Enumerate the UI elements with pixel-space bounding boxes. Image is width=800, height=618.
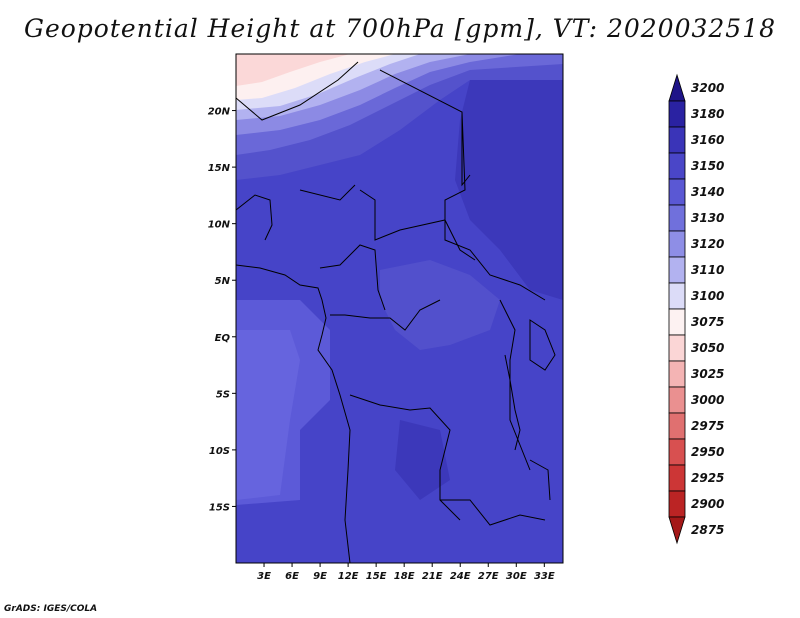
- lat-tick-label: 15S: [209, 502, 230, 513]
- legend-swatch: [668, 334, 686, 362]
- lat-tick-label: 15N: [208, 163, 231, 174]
- lon-tick-label: 3E: [257, 571, 271, 582]
- legend-label: 3130: [691, 211, 724, 225]
- niger-border: [299, 184, 356, 201]
- lake-tanganyika: [504, 354, 521, 451]
- lon-tick-label: 12E: [338, 571, 359, 582]
- legend-swatch: [668, 152, 686, 180]
- legend-swatch: [668, 73, 686, 102]
- west-africa-border: [236, 194, 273, 241]
- lon-tick-label: 15E: [366, 571, 387, 582]
- lon-tick-label: 6E: [285, 571, 299, 582]
- contour-3160-east: [455, 80, 563, 300]
- legend-label: 3200: [691, 81, 724, 95]
- legend-swatch: [668, 178, 686, 206]
- equatorial-border: [330, 299, 441, 331]
- lon-tick-label: 18E: [394, 571, 415, 582]
- lon-tick-label: 27E: [478, 571, 499, 582]
- legend-swatch: [668, 282, 686, 310]
- longitude-axis: 3E 6E 9E 12E 15E 18E 21E 24E 27E 30E 33E: [257, 563, 555, 582]
- legend-label: 3100: [691, 289, 724, 303]
- lat-tick-label: 20N: [208, 107, 231, 118]
- color-legend: 3200 3180 3160 3150 3140 3130 3120 3110 3100 3075…: [668, 73, 724, 545]
- grads-credit: GrADS: IGES/COLA: [4, 604, 98, 614]
- cameroon-border: [319, 244, 386, 311]
- legend-swatch: [668, 126, 686, 154]
- contour-3130-ocean: [236, 330, 300, 500]
- latitude-axis: 20N 15N 10N 5N EQ 5S 10S 15S: [208, 107, 236, 513]
- legend-swatch: [668, 204, 686, 232]
- lon-tick-label: 24E: [450, 571, 471, 582]
- contour-3050-north: [236, 54, 350, 86]
- legend-swatch: [668, 360, 686, 388]
- coastlines-and-borders: [236, 61, 556, 563]
- contour-3160-south: [395, 420, 450, 500]
- map-frame: [235, 53, 564, 564]
- west-coastline: [236, 264, 351, 563]
- lake-victoria: [529, 319, 556, 371]
- legend-swatch: [668, 256, 686, 284]
- lat-tick-label: 5S: [216, 389, 230, 400]
- lake-malawi: [529, 459, 551, 501]
- lat-tick-label: 5N: [215, 276, 231, 287]
- legend-label: 3120: [691, 237, 724, 251]
- legend-label: 3025: [691, 367, 724, 381]
- lat-tick-label: 10N: [208, 220, 231, 231]
- legend-swatch: [668, 230, 686, 258]
- legend-label: 3000: [691, 393, 724, 407]
- lat-tick-label: 10S: [209, 446, 230, 457]
- legend-label: 2975: [691, 419, 724, 433]
- legend-swatch: [668, 308, 686, 336]
- zambia-border: [440, 499, 546, 526]
- legend-label: 3150: [691, 159, 724, 173]
- contour-fill: [236, 54, 563, 563]
- legend-swatch: [668, 490, 686, 518]
- legend-label: 2900: [691, 497, 724, 511]
- lon-tick-label: 30E: [506, 571, 527, 582]
- angola-border: [349, 394, 461, 521]
- legend-label: 2950: [691, 445, 724, 459]
- legend-swatch: [668, 412, 686, 440]
- legend-label: 3160: [691, 133, 724, 147]
- north-border-2: [379, 69, 471, 187]
- legend-swatch: [668, 100, 686, 128]
- page-title: Geopotential Height at 700hPa [gpm], VT:…: [23, 14, 777, 43]
- legend-label: 3110: [691, 263, 724, 277]
- legend-label: 3050: [691, 341, 724, 355]
- legend-label: 3140: [691, 185, 724, 199]
- legend-swatch: [668, 516, 686, 545]
- legend-swatch: [668, 438, 686, 466]
- east-lakes-border: [499, 299, 531, 471]
- legend-label: 2875: [691, 523, 724, 537]
- legend-swatch: [668, 386, 686, 414]
- lon-tick-label: 21E: [422, 571, 443, 582]
- lon-tick-label: 33E: [534, 571, 555, 582]
- legend-label: 2925: [691, 471, 724, 485]
- contour-3140-congo: [380, 260, 500, 350]
- nigeria-chad-border: [359, 189, 476, 261]
- north-border-1: [236, 61, 359, 121]
- legend-label: 3075: [691, 315, 724, 329]
- legend-swatch: [668, 464, 686, 492]
- legend-label: 3180: [691, 107, 724, 121]
- lon-tick-label: 9E: [313, 571, 327, 582]
- lat-tick-label: EQ: [215, 333, 231, 344]
